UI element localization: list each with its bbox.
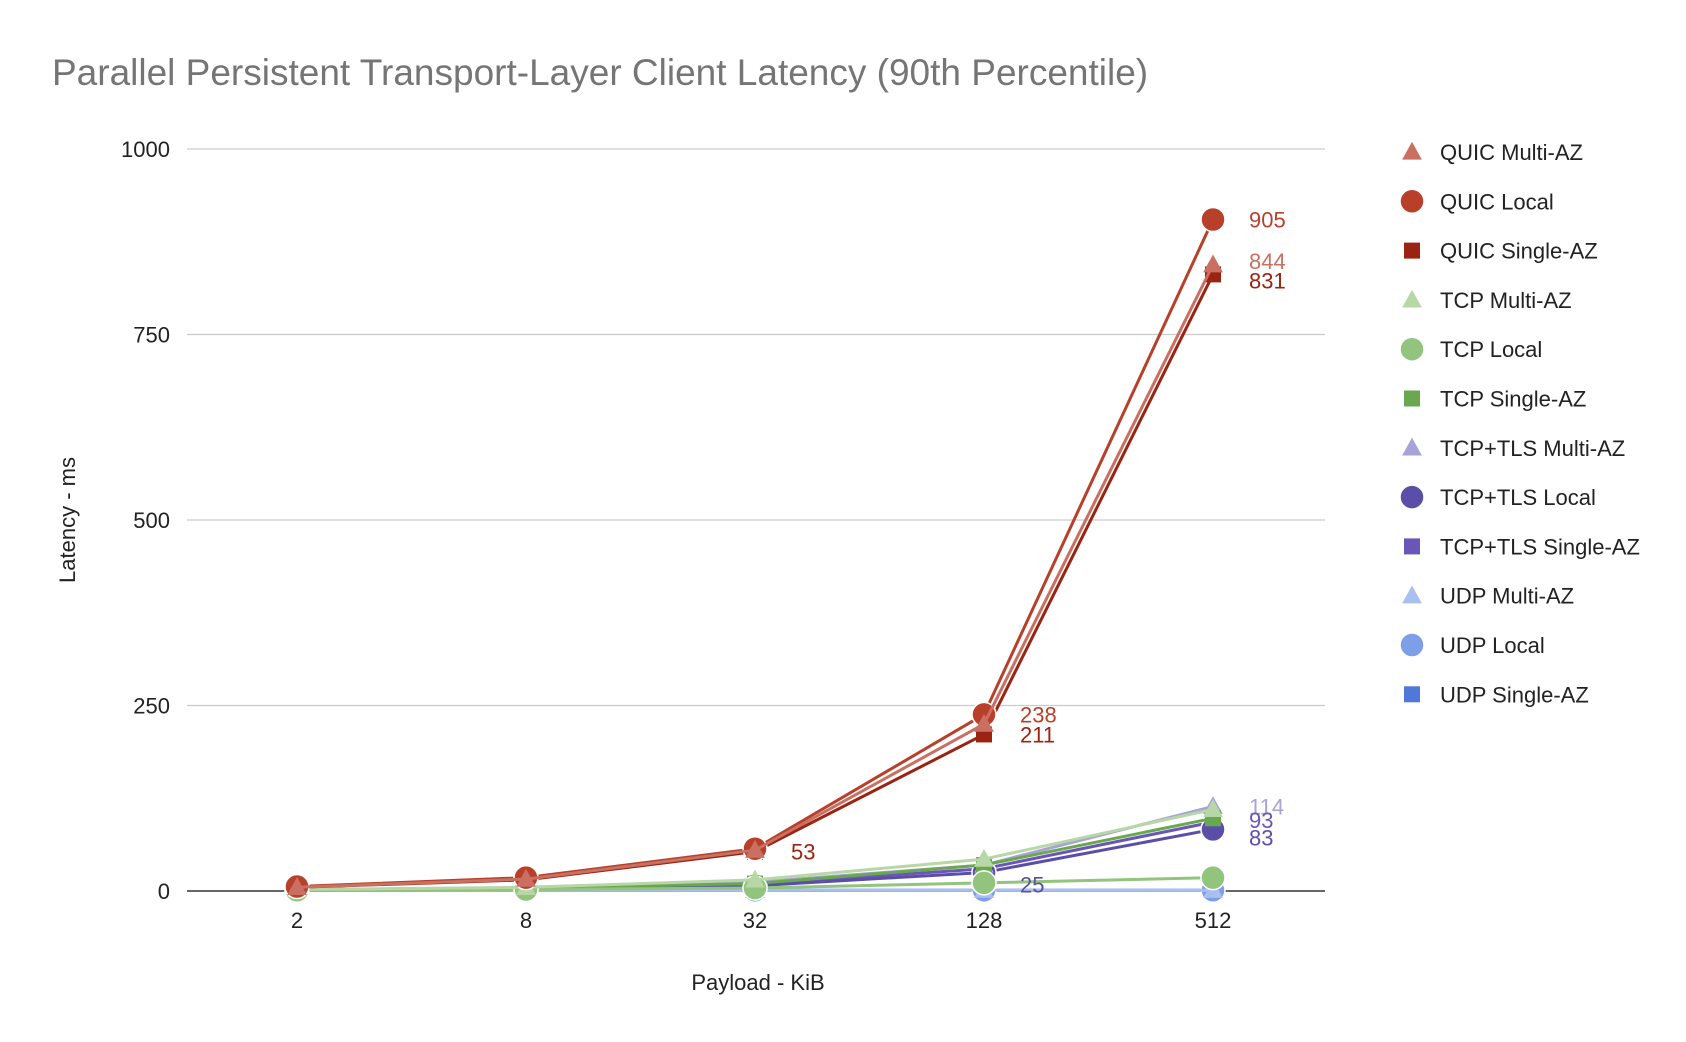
x-tick-label: 2 bbox=[291, 908, 303, 933]
data-point bbox=[1404, 390, 1420, 407]
legend-label: TCP+TLS Local bbox=[1440, 485, 1596, 510]
legend-item[interactable]: QUIC Multi-AZ bbox=[1402, 140, 1583, 165]
legend-item[interactable]: TCP Multi-AZ bbox=[1402, 288, 1572, 313]
legend-label: TCP Multi-AZ bbox=[1440, 288, 1572, 313]
data-label: 25 bbox=[1020, 872, 1044, 897]
data-point bbox=[745, 839, 765, 858]
data-point bbox=[1200, 864, 1226, 891]
data-point bbox=[1399, 632, 1425, 658]
series bbox=[284, 206, 1226, 904]
series-quic-local bbox=[284, 206, 1226, 900]
data-point bbox=[1399, 484, 1425, 510]
series-line bbox=[296, 264, 1215, 889]
legend-item[interactable]: TCP Local bbox=[1399, 336, 1542, 362]
x-axis-title: Payload - KiB bbox=[691, 970, 824, 995]
y-tick-label: 0 bbox=[158, 879, 170, 904]
data-label: 53 bbox=[791, 840, 815, 865]
data-point bbox=[516, 868, 536, 887]
data-point bbox=[1404, 686, 1420, 703]
chart-title: Parallel Persistent Transport-Layer Clie… bbox=[52, 52, 1149, 93]
data-point bbox=[1203, 254, 1223, 273]
data-point bbox=[1402, 437, 1422, 456]
x-tick-label: 32 bbox=[743, 908, 767, 933]
data-point bbox=[1402, 289, 1422, 308]
legend-item[interactable]: TCP+TLS Multi-AZ bbox=[1402, 436, 1625, 461]
x-tick-label: 128 bbox=[966, 908, 1003, 933]
legend-label: UDP Single-AZ bbox=[1440, 682, 1589, 707]
data-label: 831 bbox=[1249, 268, 1286, 293]
y-tick-label: 750 bbox=[133, 323, 170, 348]
data-point bbox=[1404, 538, 1420, 555]
legend-label: QUIC Single-AZ bbox=[1440, 239, 1598, 264]
series-line bbox=[296, 273, 1215, 889]
legend-item[interactable]: UDP Multi-AZ bbox=[1402, 584, 1574, 609]
data-label: 83 bbox=[1249, 825, 1273, 850]
data-point bbox=[1203, 799, 1223, 818]
legend-item[interactable]: QUIC Local bbox=[1399, 188, 1554, 215]
legend-item[interactable]: TCP+TLS Local bbox=[1399, 484, 1596, 510]
legend-label: QUIC Multi-AZ bbox=[1440, 140, 1583, 165]
data-label: 211 bbox=[1020, 722, 1055, 747]
data-label: 905 bbox=[1249, 207, 1286, 232]
x-tick-label: 512 bbox=[1195, 908, 1232, 933]
legend-item[interactable]: UDP Local bbox=[1399, 632, 1545, 658]
data-point bbox=[1399, 188, 1425, 215]
legend-label: TCP+TLS Multi-AZ bbox=[1440, 436, 1625, 461]
legend-item[interactable]: QUIC Single-AZ bbox=[1404, 239, 1598, 264]
data-point bbox=[1404, 242, 1420, 259]
data-point bbox=[1399, 336, 1425, 362]
legend-item[interactable]: TCP+TLS Single-AZ bbox=[1404, 534, 1640, 559]
y-tick-label: 250 bbox=[133, 694, 170, 719]
data-point bbox=[974, 848, 994, 867]
data-point bbox=[974, 713, 994, 732]
series-quic-single-az bbox=[289, 266, 1221, 896]
data-point bbox=[1200, 206, 1226, 233]
legend-label: TCP Local bbox=[1440, 337, 1542, 362]
legend-label: TCP Single-AZ bbox=[1440, 387, 1586, 412]
y-tick-label: 500 bbox=[133, 508, 170, 533]
legend-item[interactable]: TCP Single-AZ bbox=[1404, 387, 1586, 412]
y-tick-label: 1000 bbox=[121, 137, 170, 162]
gridlines bbox=[187, 148, 1325, 892]
data-point bbox=[287, 877, 307, 895]
legend-item[interactable]: UDP Single-AZ bbox=[1404, 682, 1589, 707]
data-point bbox=[1402, 141, 1422, 160]
legend: QUIC Multi-AZ QUIC Local QUIC Single-AZ TCP… bbox=[1399, 140, 1640, 707]
data-label: 844 bbox=[1249, 249, 1286, 274]
data-point bbox=[1402, 585, 1422, 604]
axes: 0 250 500 750 1000 2 8 32 128 512 bbox=[121, 137, 1231, 933]
legend-label: UDP Local bbox=[1440, 633, 1545, 658]
data-label: 238 bbox=[1020, 702, 1057, 727]
x-tick-label: 8 bbox=[520, 908, 532, 933]
data-point bbox=[971, 870, 997, 896]
data-label: 114 bbox=[1249, 794, 1284, 819]
data-label: 93 bbox=[1249, 808, 1273, 833]
legend-label: TCP+TLS Single-AZ bbox=[1440, 534, 1640, 559]
series-quic-multi-az bbox=[287, 254, 1223, 895]
legend-label: QUIC Local bbox=[1440, 189, 1554, 214]
data-point bbox=[745, 869, 765, 888]
legend-label: UDP Multi-AZ bbox=[1440, 584, 1574, 609]
y-axis-title: Latency - ms bbox=[55, 457, 80, 583]
